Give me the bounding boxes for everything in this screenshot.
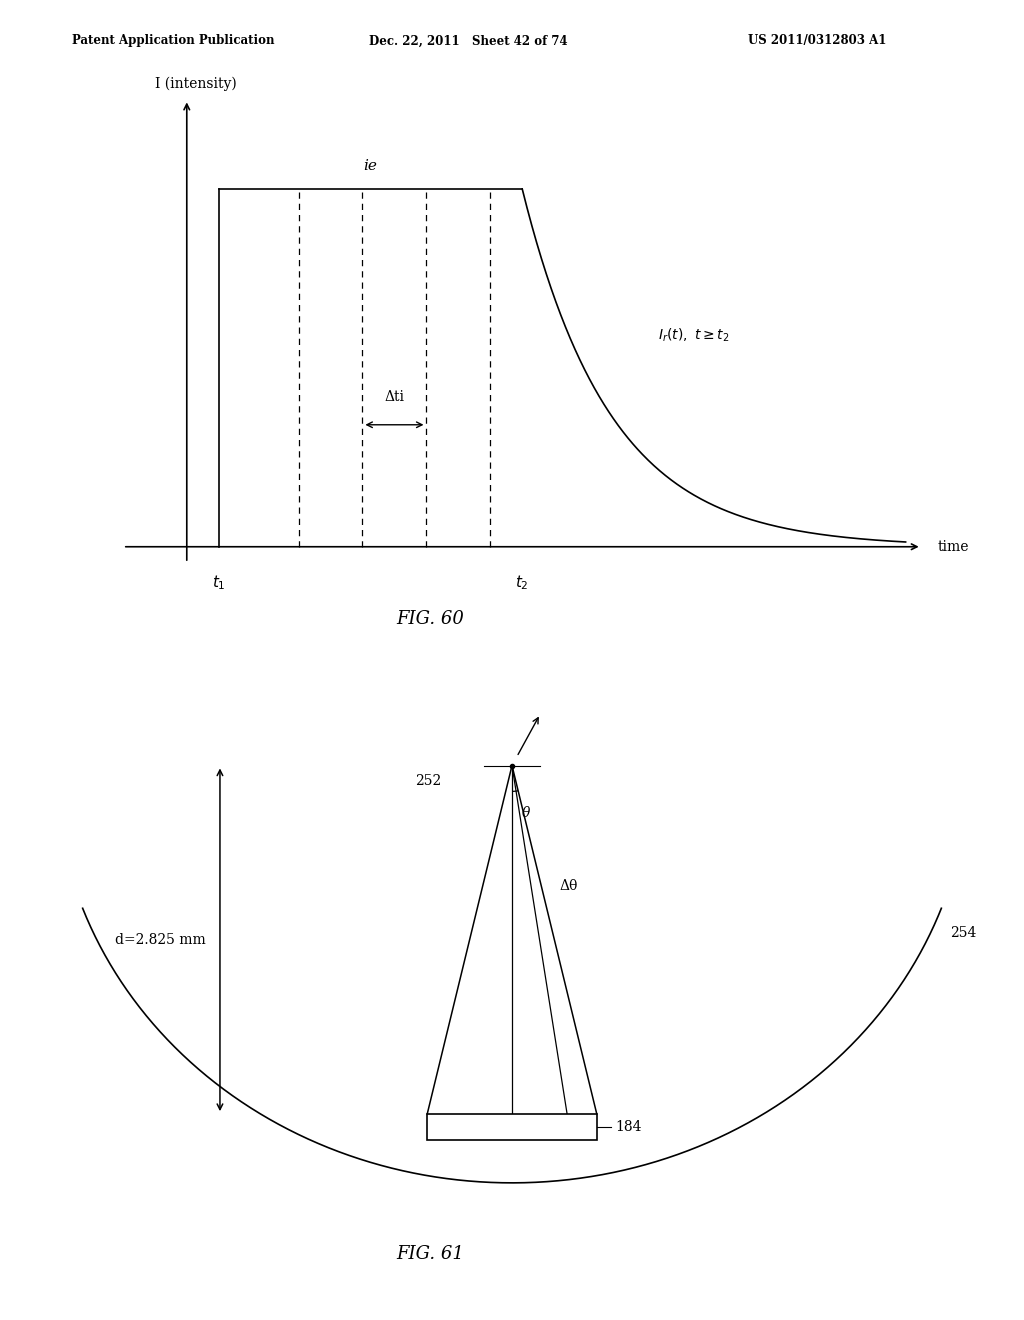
Bar bbox=[427, 1114, 597, 1140]
Text: Δti: Δti bbox=[384, 391, 404, 404]
Text: Patent Application Publication: Patent Application Publication bbox=[72, 34, 274, 48]
Text: 184: 184 bbox=[615, 1119, 642, 1134]
Text: 254: 254 bbox=[949, 927, 976, 940]
Text: time: time bbox=[938, 540, 969, 554]
Text: $t_2$: $t_2$ bbox=[515, 573, 529, 591]
Text: d=2.825 mm: d=2.825 mm bbox=[115, 933, 206, 946]
Text: FIG. 61: FIG. 61 bbox=[396, 1245, 464, 1263]
Text: Dec. 22, 2011   Sheet 42 of 74: Dec. 22, 2011 Sheet 42 of 74 bbox=[369, 34, 567, 48]
Text: θ: θ bbox=[521, 807, 529, 820]
Text: $I_r(t),\ t\geq t_2$: $I_r(t),\ t\geq t_2$ bbox=[658, 326, 729, 345]
Text: US 2011/0312803 A1: US 2011/0312803 A1 bbox=[748, 34, 886, 48]
Text: I (intensity): I (intensity) bbox=[155, 77, 237, 91]
Text: 252: 252 bbox=[415, 774, 441, 788]
Text: Δθ: Δθ bbox=[559, 879, 578, 894]
Text: $t_1$: $t_1$ bbox=[212, 573, 225, 591]
Text: ie: ie bbox=[364, 158, 378, 173]
Text: FIG. 60: FIG. 60 bbox=[396, 610, 464, 628]
